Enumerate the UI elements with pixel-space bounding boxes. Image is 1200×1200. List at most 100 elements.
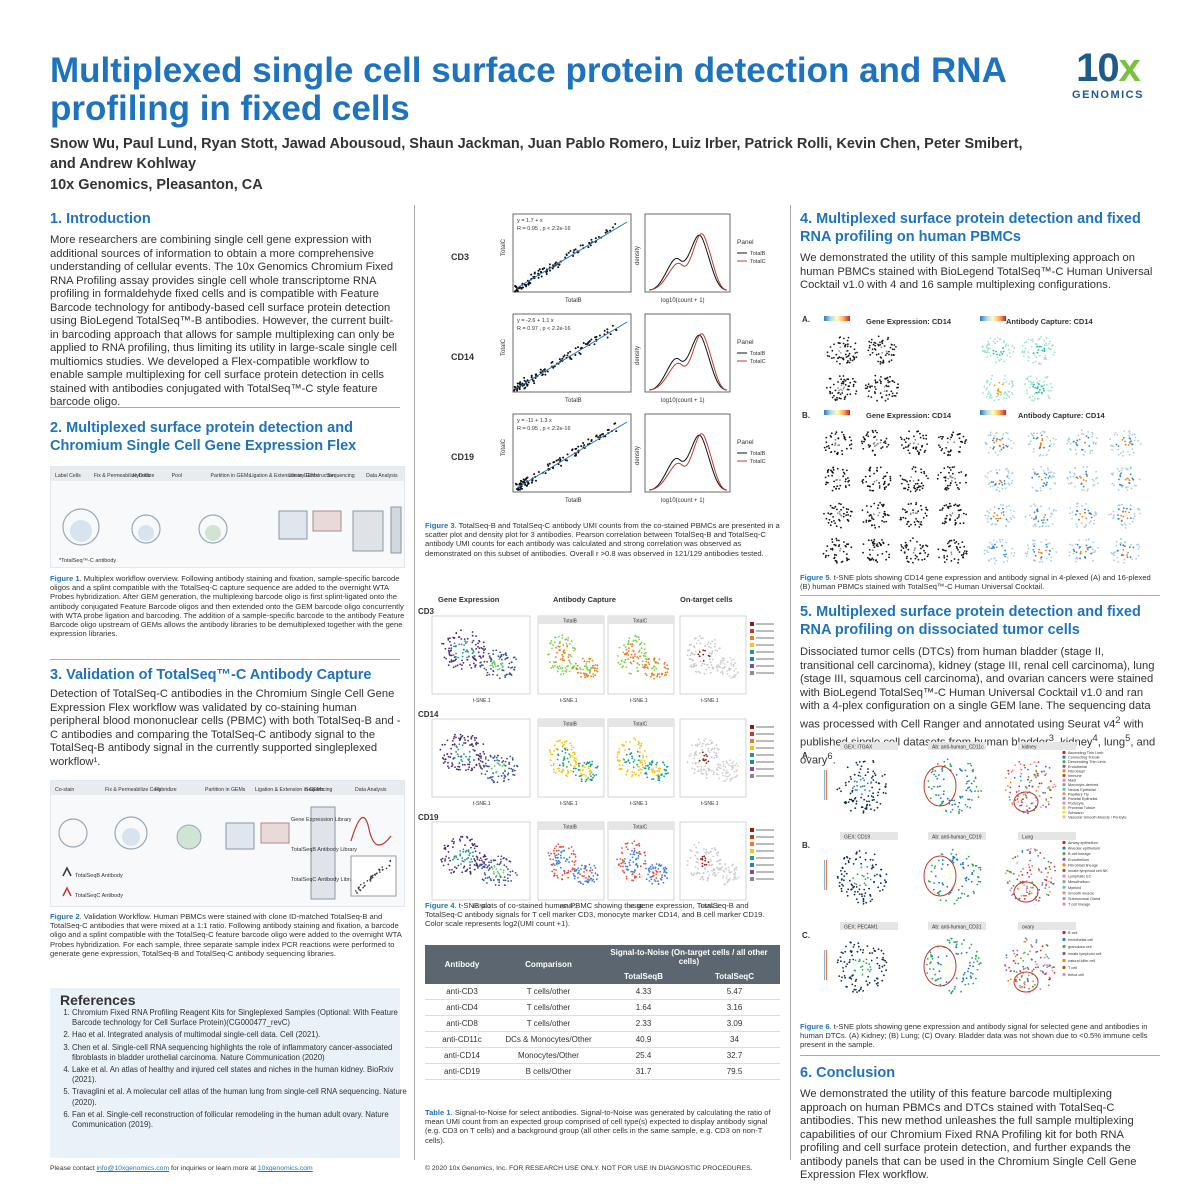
density-totalc <box>648 233 728 291</box>
tsne-point <box>1037 551 1040 554</box>
tsne-point <box>827 468 830 471</box>
tsne-point <box>1007 470 1010 473</box>
tsne-point <box>1129 504 1132 507</box>
figure-3-caption: Figure 3. TotalSeq-B and TotalSeq-C anti… <box>425 521 780 558</box>
colorbar <box>980 316 1006 321</box>
table-row: anti-CD4 T cells/other 1.64 3.16 <box>425 999 780 1016</box>
tsne-point <box>961 541 964 543</box>
tsne-point <box>662 867 665 870</box>
tsne-point <box>664 866 667 869</box>
tsne-point <box>1002 511 1005 513</box>
tsne-point <box>730 677 732 679</box>
tsne-point <box>471 842 474 845</box>
tsne-point <box>729 774 731 776</box>
tsne-16plex-ge <box>823 431 853 456</box>
tsne-point <box>1009 798 1011 801</box>
tsne-point <box>943 561 946 563</box>
tsne-point <box>946 542 949 545</box>
tsne-point <box>1129 473 1132 476</box>
tsne-point <box>490 859 492 862</box>
tsne-point <box>1090 516 1093 519</box>
tsne-point <box>500 757 503 759</box>
tsne-point <box>1020 768 1023 771</box>
tsne-point <box>843 879 845 882</box>
tsne-point <box>951 808 954 811</box>
tsne-point <box>650 764 653 766</box>
tsne-point <box>439 748 442 751</box>
tsne-point <box>858 761 861 763</box>
scatter-point <box>552 461 555 464</box>
tsne-point <box>910 557 912 560</box>
tsne-point <box>842 885 844 887</box>
tsne-point <box>569 754 572 757</box>
tsne-point <box>641 660 644 663</box>
tsne-16plex-ab <box>1068 502 1098 529</box>
tsne-point <box>721 661 724 664</box>
tsne-point <box>912 466 915 468</box>
tsne-point <box>721 866 723 868</box>
tsne-point <box>1025 796 1028 799</box>
tumor-heading: 5. Multiplexed surface protein detection… <box>800 604 1141 638</box>
tsne-point <box>949 811 952 813</box>
tsne-point <box>467 768 470 771</box>
tsne-point <box>500 868 502 871</box>
tsne-point <box>468 766 471 768</box>
tsne-point <box>617 655 619 657</box>
tsne-16plex-ge <box>861 501 890 529</box>
tsne-point <box>1076 439 1078 442</box>
tsne-point <box>858 771 861 774</box>
legend-label: Ascending Thin Limb <box>1068 751 1103 755</box>
tsne-point <box>454 645 457 648</box>
tsne-point <box>1011 479 1014 482</box>
tsne-point <box>1031 476 1034 479</box>
reference-item: Chen et al. Single-cell RNA sequencing h… <box>72 1043 412 1063</box>
tsne-point <box>879 363 882 365</box>
tsne-point <box>696 743 699 746</box>
scatter-point <box>540 275 543 278</box>
tumor-tsne <box>927 848 982 905</box>
tsne-point <box>1047 394 1050 397</box>
tsne-point <box>1044 354 1047 357</box>
tsne-point <box>659 767 661 770</box>
tsne-point <box>566 872 568 874</box>
tsne-point <box>459 850 462 852</box>
tsne-point <box>644 672 647 675</box>
tsne-frame <box>607 615 675 695</box>
tsne-point <box>693 772 696 775</box>
tsne-point <box>1054 785 1057 788</box>
tsne-point <box>725 778 728 781</box>
website-link[interactable]: 10xgenomics.com <box>257 1165 313 1172</box>
tsne-point <box>664 661 666 664</box>
tsne-point <box>996 336 999 339</box>
tsne-point <box>480 864 483 867</box>
tsne-point <box>1080 488 1083 491</box>
antibody-capture-tsne <box>547 634 599 679</box>
tsne-point <box>572 873 575 875</box>
tsne-point <box>635 844 638 846</box>
tsne-point <box>511 757 514 759</box>
tsne-point <box>862 521 865 523</box>
tsne-point <box>872 558 875 561</box>
tsne-point <box>1025 555 1028 557</box>
workflow-step-label: Ligation & Extension in GEMs <box>255 787 324 793</box>
tsne-point <box>1092 541 1095 543</box>
tsne-point <box>965 877 967 880</box>
tsne-point <box>959 796 962 799</box>
tsne-point <box>644 860 647 862</box>
tsne-point <box>858 884 861 887</box>
tsne-point <box>848 436 851 439</box>
tsne-point <box>987 347 990 350</box>
tsne-point <box>943 875 946 878</box>
tsne-point <box>1087 431 1089 433</box>
tsne-point <box>825 441 828 444</box>
tsne-point <box>1048 343 1050 345</box>
email-link[interactable]: info@10xgenomics.com <box>96 1165 170 1172</box>
tsne-point <box>862 760 865 763</box>
tsne-point <box>655 863 658 865</box>
tube-icon <box>114 816 148 850</box>
tsne-point <box>1075 442 1077 444</box>
legend-label: Papillary Tip <box>1068 792 1089 796</box>
tsne-point <box>693 768 696 771</box>
scatter-point <box>566 459 569 462</box>
tsne-point <box>592 875 595 877</box>
